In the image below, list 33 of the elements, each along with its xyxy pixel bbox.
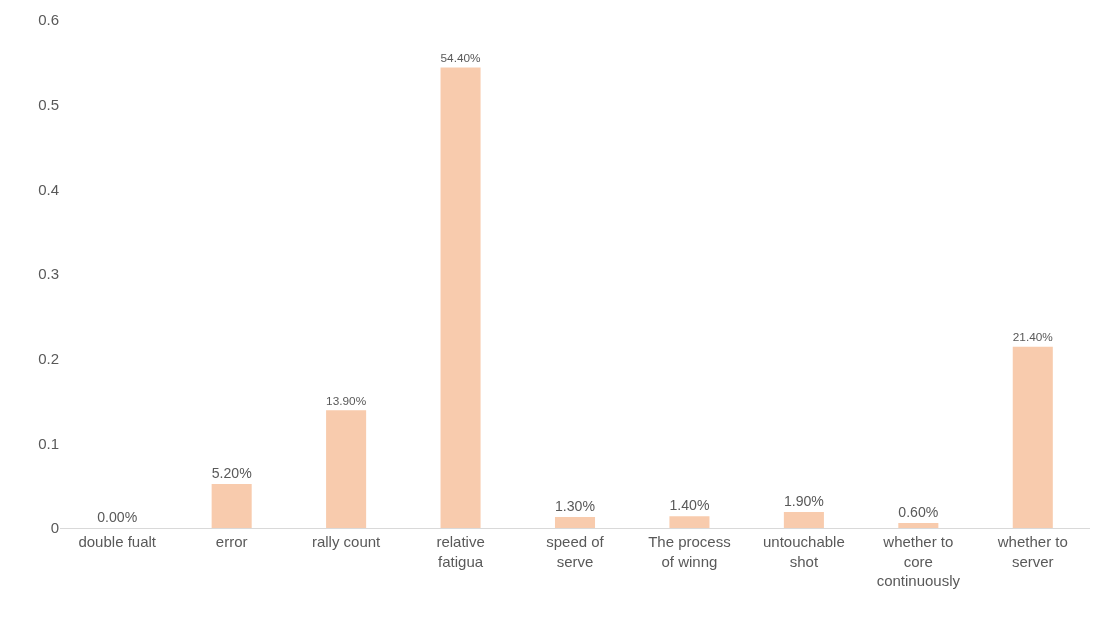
x-tick-label: double fualt: [78, 533, 157, 550]
x-tick-label: error: [215, 533, 248, 550]
y-tick-label: 0: [50, 519, 59, 537]
y-tick-label: 0.2: [38, 349, 59, 367]
x-tick-label: untouchable shot: [763, 533, 845, 570]
data-label: 1.90%: [783, 493, 825, 510]
bar: [783, 511, 824, 528]
data-label: 1.40%: [669, 497, 710, 514]
y-tick-label: 0.1: [38, 434, 59, 452]
data-label: 5.20%: [211, 465, 253, 482]
y-tick-label: 0.5: [38, 95, 59, 113]
bar: [669, 516, 710, 528]
x-tick-label: whether to core continuously: [876, 533, 961, 589]
x-tick-label: relative fatigua: [436, 533, 485, 570]
data-label: 21.40%: [1012, 330, 1054, 345]
bar: [211, 483, 252, 528]
y-tick-label: 0.4: [38, 180, 59, 198]
data-label: 13.90%: [326, 393, 367, 408]
bar: [440, 67, 481, 528]
y-tick-label: 0.6: [38, 11, 59, 29]
y-tick-label: 0.3: [38, 265, 59, 283]
bar: [1012, 346, 1053, 528]
x-tick-label: speed of serve: [546, 533, 605, 570]
bar: [554, 516, 596, 528]
bar: [326, 410, 367, 528]
data-label: 0.60%: [898, 504, 939, 521]
data-label: 0.00%: [97, 509, 138, 526]
x-tick-label: rally count: [311, 533, 382, 550]
data-label: 54.40%: [440, 51, 482, 66]
x-tick-label: whether to server: [996, 533, 1068, 570]
bar: [898, 522, 939, 528]
x-tick-label: The process of winng: [648, 533, 731, 570]
data-label: 1.30%: [554, 498, 596, 515]
